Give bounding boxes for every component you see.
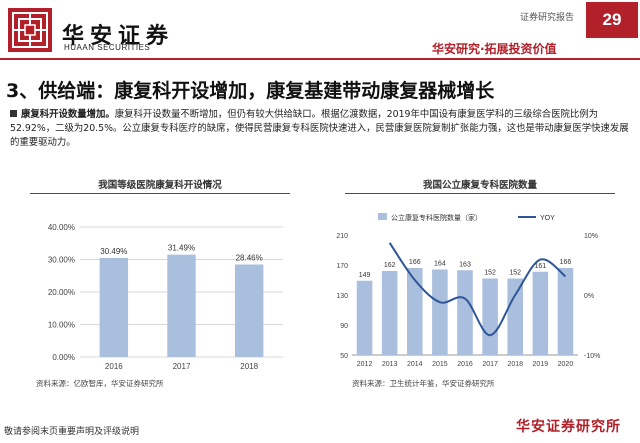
y-tick-label: 20.00% <box>48 288 75 297</box>
legend-label-bars: 公立康复专科医院数量（家） <box>391 213 482 222</box>
x-tick-label: 2016 <box>457 361 473 368</box>
data-label: 166 <box>409 259 421 266</box>
x-tick-label: 2017 <box>173 362 191 371</box>
bar <box>167 254 196 357</box>
data-label: 149 <box>359 272 371 279</box>
data-label: 164 <box>434 261 446 268</box>
x-tick-label: 2017 <box>482 361 498 368</box>
x-tick-label: 2016 <box>105 362 123 371</box>
y-left-tick-label: 130 <box>336 293 348 300</box>
company-logo-text: 华安证券 <box>62 23 175 49</box>
legend-swatch-bars <box>378 213 387 220</box>
header-divider <box>0 58 640 60</box>
left-chart-source: 资料来源：亿欧智库，华安证券研究所 <box>36 379 164 388</box>
right-chart-source: 资料来源：卫生统计年鉴，华安证券研究所 <box>352 379 495 388</box>
data-label: 30.49% <box>100 247 127 256</box>
left-bar-chart: 0.00% 10.00% 20.00% 30.00% 40.00% 30.49% 2016 3… <box>48 223 283 371</box>
body-paragraph: 康复科开设数量增加。康复科开设数量不断增加，但仍有较大供给缺口。根据亿渡数据，2… <box>10 108 635 150</box>
y-left-tick-label: 210 <box>336 233 348 240</box>
paragraph-lead: 康复科开设数量增加。 <box>21 109 115 120</box>
bar <box>381 271 398 355</box>
data-label: 161 <box>534 263 546 270</box>
bar <box>557 268 574 355</box>
bar <box>532 271 549 355</box>
company-logo-english: HUAAN SECURITIES <box>64 43 151 52</box>
footer-brand: 华安证券研究所 <box>516 419 621 435</box>
bar <box>406 268 423 355</box>
y-tick-label: 30.00% <box>48 256 75 265</box>
data-label: 152 <box>484 270 496 277</box>
data-label: 31.49% <box>168 244 195 253</box>
x-tick-label: 2012 <box>357 361 373 368</box>
bar <box>432 269 448 355</box>
data-label: 162 <box>384 262 396 269</box>
x-tick-label: 2015 <box>432 361 448 368</box>
x-tick-label: 2018 <box>240 362 258 371</box>
report-type-label: 证券研究报告 <box>520 13 575 23</box>
y-tick-label: 0.00% <box>52 353 75 362</box>
footer-disclaimer: 敬请参阅末页重要声明及评级说明 <box>4 427 140 437</box>
y-left-tick-label: 170 <box>336 263 348 270</box>
bar <box>507 278 524 355</box>
paragraph-body: 康复科开设数量不断增加，但仍有较大供给缺口。根据亿渡数据，2019年中国设有康复… <box>10 109 629 148</box>
x-tick-label: 2018 <box>507 361 523 368</box>
x-tick-label: 2019 <box>533 361 549 368</box>
left-chart-title: 我国等级医院康复科开设情况 <box>98 180 222 191</box>
y-tick-label: 10.00% <box>48 321 75 330</box>
yoy-series-line <box>388 242 567 337</box>
data-label: 166 <box>560 259 572 266</box>
y-right-tick-label: -10% <box>584 353 600 360</box>
right-chart-title: 我国公立康复专科医院数量 <box>422 180 537 191</box>
data-label: 28.46% <box>236 254 263 263</box>
right-combo-chart: 50 90 130 170 210 -10% 0% 10% 公立康复专科医院数量（家） YOY 14… <box>336 213 600 368</box>
company-seal-icon <box>8 8 52 52</box>
bar <box>457 270 473 355</box>
left-chart-title-rule <box>30 193 290 194</box>
bar <box>99 257 129 357</box>
right-chart-title-rule <box>345 193 615 194</box>
legend-label-line: YOY <box>540 215 555 222</box>
y-left-tick-label: 90 <box>340 323 348 330</box>
y-left-tick-label: 50 <box>340 353 348 360</box>
bar <box>356 280 373 355</box>
page-number-badge: 29 <box>586 2 638 38</box>
x-tick-label: 2013 <box>382 361 398 368</box>
section-title: 3、供给端：康复科开设增加，康复基建带动康复器械增长 <box>6 80 495 102</box>
x-tick-label: 2020 <box>558 361 574 368</box>
y-tick-label: 40.00% <box>48 223 75 232</box>
square-bullet-icon <box>10 110 17 117</box>
x-tick-label: 2014 <box>407 361 423 368</box>
page-header: 华安证券 HUAAN SECURITIES 证券研究报告 29 华安研究·拓展投… <box>0 0 640 58</box>
bar <box>234 264 264 357</box>
bar <box>482 278 498 355</box>
y-right-tick-label: 10% <box>584 233 598 240</box>
y-right-tick-label: 0% <box>584 293 594 300</box>
header-tagline: 华安研究·拓展投资价值 <box>432 42 557 56</box>
data-label: 163 <box>459 261 471 268</box>
data-label: 152 <box>509 270 521 277</box>
